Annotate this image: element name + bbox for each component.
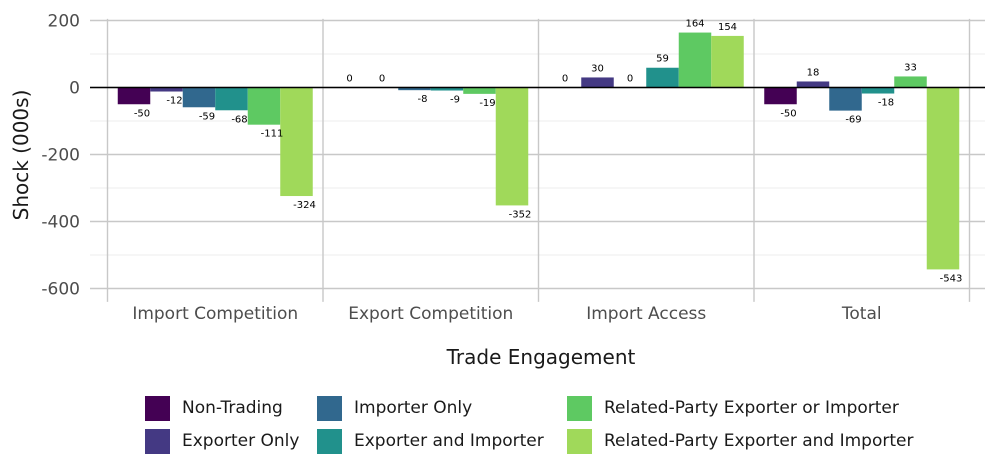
data-label: 0 [562,74,568,85]
data-label: 30 [591,63,604,74]
legend-item: Related-Party Exporter or Importer [567,395,899,421]
data-label: 0 [346,74,352,85]
bar [711,35,744,88]
y-tick-label: -600 [41,280,80,300]
x-tick-label: Export Competition [348,304,513,324]
data-labels: -50 -12 -59 -68 -111 -324 0 0 -8 -9 -19 -352 0 30 0 59 1… [134,19,963,285]
bar [247,87,281,125]
data-label: -543 [940,273,963,284]
legend-item: Non-Trading [145,395,283,421]
y-tick-label: -400 [41,213,80,233]
legend-swatch [317,395,342,421]
legend-item: Exporter and Importer [317,428,544,454]
data-label: 33 [904,62,917,73]
legend-swatch [317,428,342,454]
bar [398,87,431,91]
legend-label: Exporter and Importer [354,431,544,451]
bar [861,87,895,94]
bar [581,77,614,88]
bar [182,87,216,108]
legend-swatch [145,428,170,454]
bar [926,87,960,270]
data-label: 154 [718,22,737,33]
bar [764,87,797,105]
data-label: -324 [293,200,316,211]
data-label: 18 [807,67,820,78]
data-label: -18 [878,98,894,109]
chart-svg: -50 -12 -59 -68 -111 -324 0 0 -8 -9 -19 -352 0 30 0 59 1… [9,12,985,369]
data-label: -111 [261,129,284,140]
bar [463,87,496,94]
data-label: 0 [379,74,385,85]
data-label: -68 [231,114,247,125]
y-tick-label: -200 [41,146,80,166]
x-tick-label: Total [841,304,882,324]
bar [280,87,313,197]
x-axis-title: Trade Engagement [446,345,636,369]
x-tick-label: Import Access [586,304,706,324]
bars [117,32,960,270]
legend-label: Exporter Only [182,431,300,451]
legend-swatch [567,428,592,454]
data-label: -8 [418,94,428,105]
legend-label: Related-Party Exporter and Importer [604,431,914,451]
bar [678,32,712,88]
legend-item: Importer Only [317,395,472,421]
legend-label: Non-Trading [182,398,283,418]
y-axis-title: Shock (000s) [9,90,33,221]
legend-label: Importer Only [354,398,473,418]
data-label: -59 [199,111,215,122]
bar [117,87,151,105]
bar [894,76,927,88]
bar [796,81,830,88]
data-label: -9 [450,95,460,106]
data-label: 164 [685,19,704,30]
data-label: -50 [134,108,150,119]
bar [150,87,183,92]
legend-label: Related-Party Exporter or Importer [604,398,899,418]
data-label: 0 [627,74,633,85]
bar [646,67,679,88]
y-tick-label: 200 [48,12,80,32]
data-label: -50 [780,108,796,119]
bar [495,87,529,206]
data-label: -12 [166,96,182,107]
data-label: -19 [479,98,495,109]
legend-swatch [145,395,170,421]
data-label: -352 [509,209,532,220]
data-label: -69 [845,115,861,126]
grid [90,18,985,302]
legend-item: Exporter Only [145,428,299,454]
legend-item: Related-Party Exporter and Importer [567,428,913,454]
x-tick-label: Import Competition [132,304,298,324]
bar [215,87,248,111]
bar [430,87,464,91]
axes: 200 0 -200 -400 -600 Import Competition Export… [41,12,985,324]
legend: Non-Trading Exporter Only Importer Only Exp… [145,392,995,462]
legend-swatch [567,395,592,421]
data-label: 59 [656,54,669,65]
bar [829,87,862,111]
y-tick-label: 0 [69,79,80,99]
